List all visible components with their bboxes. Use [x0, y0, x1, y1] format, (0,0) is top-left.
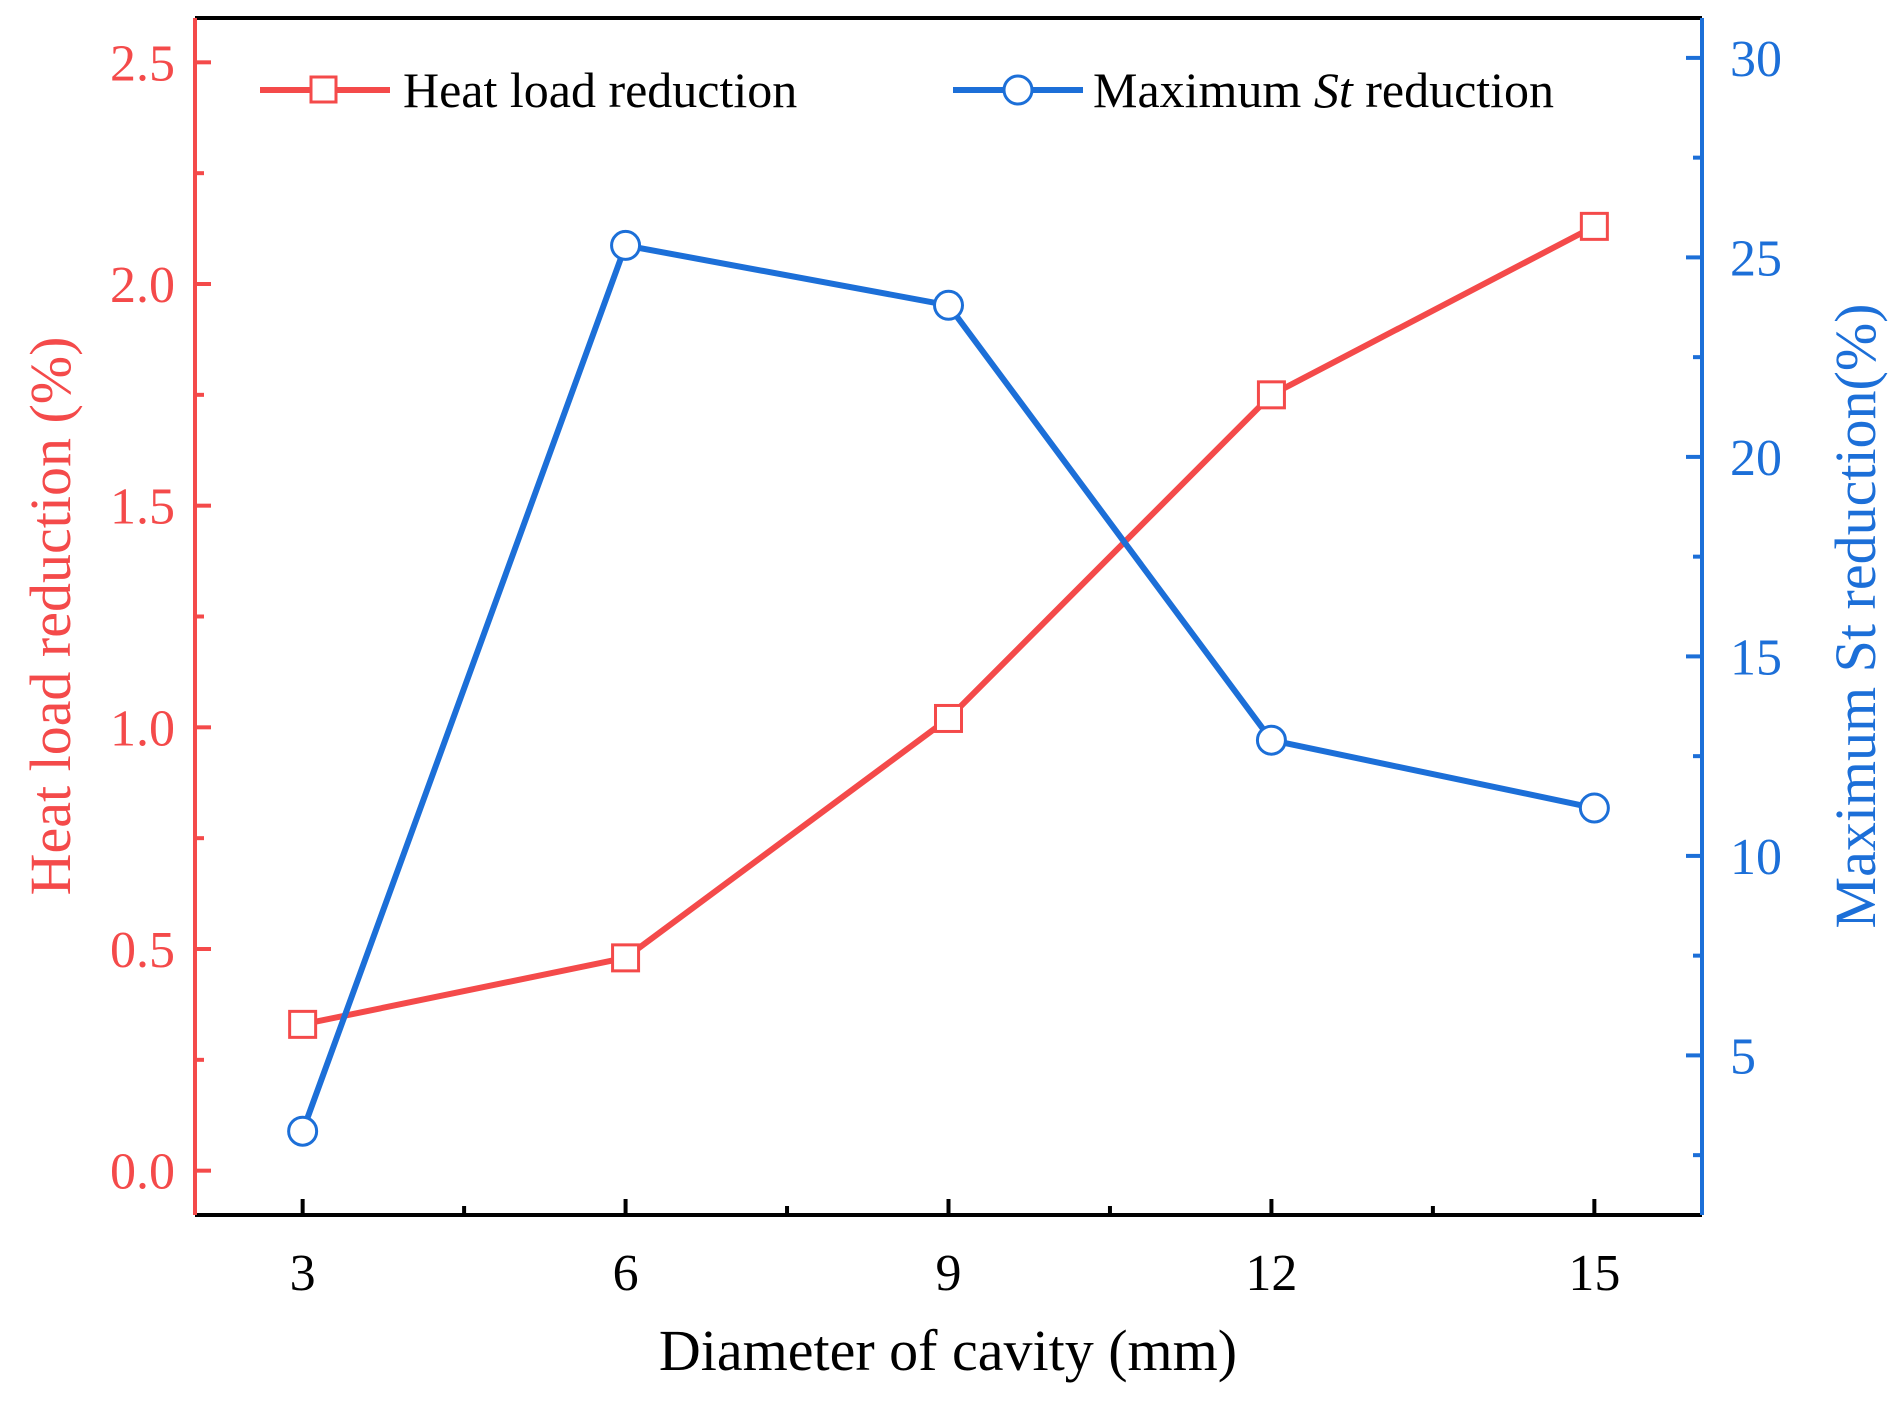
- heat-load-point: [288, 1009, 318, 1039]
- legend: Heat load reduction Maximum St reduction: [260, 62, 1554, 118]
- x-tick-label: 12: [1245, 1245, 1297, 1302]
- max-st-point: [1578, 792, 1610, 824]
- max-st-point: [1255, 724, 1287, 756]
- right-y-tick-label: 20: [1730, 430, 1782, 487]
- legend-circle-marker: [1002, 74, 1034, 106]
- right-y-tick-label: 30: [1730, 31, 1782, 88]
- left-y-tick-label: 1.0: [110, 700, 175, 757]
- right-y-tick-label: 5: [1730, 1028, 1756, 1085]
- right-y-axis-title: Maximum St reduction(%): [1823, 303, 1888, 928]
- max-st-point: [287, 1115, 319, 1147]
- left-y-tick-label: 2.5: [110, 35, 175, 92]
- x-tick-label: 9: [936, 1245, 962, 1302]
- left-y-axis-ticks: 0.0 0.5 1.0 1.5 2.0 2.5: [110, 35, 211, 1201]
- right-y-tick-label: 15: [1730, 629, 1782, 686]
- heat-load-point: [611, 943, 641, 973]
- x-axis-title: Diameter of cavity (mm): [659, 1318, 1237, 1383]
- series-layer: [287, 211, 1610, 1147]
- max-st-point: [933, 289, 964, 321]
- heat-load-point: [934, 703, 963, 733]
- right-y-axis-ticks: 5 10 15 20 25 30: [1686, 31, 1782, 1158]
- x-tick-label: 15: [1568, 1245, 1620, 1302]
- legend-label-heat-load: Heat load reduction: [403, 62, 797, 118]
- left-y-tick-label: 1.5: [110, 479, 175, 536]
- left-y-tick-label: 0.0: [110, 1144, 175, 1201]
- right-y-tick-label: 10: [1730, 829, 1782, 886]
- x-tick-label: 6: [613, 1245, 639, 1302]
- legend-label-max-st: Maximum St reduction: [1093, 62, 1554, 118]
- left-y-tick-label: 0.5: [110, 922, 175, 979]
- left-y-tick-label: 2.0: [110, 257, 175, 314]
- x-axis-ticks: 3 6 9 12 15: [290, 1199, 1620, 1302]
- right-y-tick-label: 25: [1730, 230, 1782, 287]
- heat-load-point: [1579, 211, 1609, 241]
- left-y-axis-title: Heat load reduction (%): [18, 337, 83, 896]
- legend-square-marker: [309, 75, 338, 104]
- heat-load-point: [1256, 380, 1286, 410]
- max-st-point: [610, 229, 642, 261]
- x-tick-label: 3: [290, 1245, 316, 1302]
